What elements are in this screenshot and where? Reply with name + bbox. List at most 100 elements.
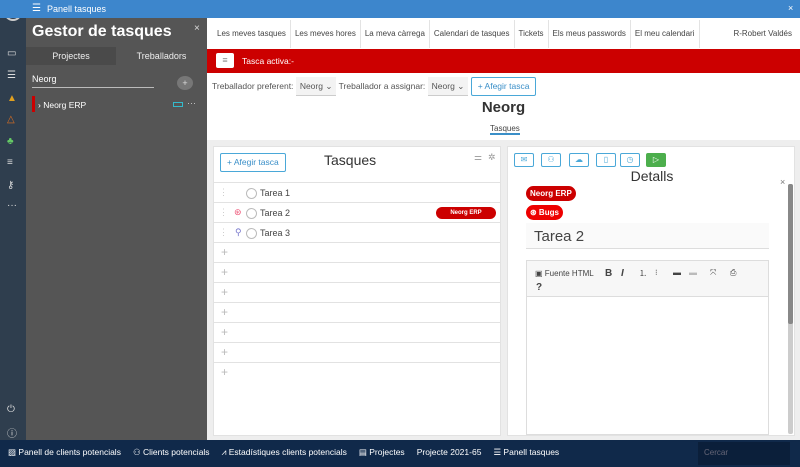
task-name-input[interactable]: Tarea 2 <box>526 223 769 249</box>
print-icon[interactable]: ⎙ <box>730 268 737 277</box>
folder-icon[interactable]: ▭ <box>7 48 17 59</box>
assign-worker-label: Treballador a assignar: <box>338 81 426 91</box>
taskbar-item-leads[interactable]: ⚇ Clients potencials <box>132 447 210 457</box>
task-checkbox[interactable] <box>246 188 257 199</box>
link-icon[interactable]: ▬ <box>673 268 681 277</box>
info-icon[interactable]: ⓘ <box>7 429 17 440</box>
fullscreen-icon[interactable]: ⤧ <box>710 268 717 277</box>
task-row[interactable]: ⋮ ⊛ Tarea 2 Neorg ERP <box>214 202 501 222</box>
tab-projectes[interactable]: Projectes <box>26 47 116 65</box>
add-row-icon[interactable]: + <box>221 305 229 319</box>
scrollbar-thumb[interactable] <box>788 184 793 324</box>
source-html-button[interactable]: ▣ Fuente HTML <box>535 269 594 278</box>
bold-button[interactable]: B <box>605 268 613 279</box>
more-icon[interactable]: ··· <box>7 200 17 211</box>
tasks-icon[interactable]: ☰ <box>7 70 16 81</box>
tab-treballadors[interactable]: Treballadors <box>136 51 187 61</box>
taskbar-label: Panell de clients potencials <box>18 447 121 457</box>
add-task-button-panel[interactable]: + Afegir tasca <box>220 153 286 172</box>
main: Les meves tasques Les meves hores La meva … <box>207 18 800 440</box>
empty-task-row[interactable]: + <box>214 302 501 322</box>
empty-task-row[interactable]: + <box>214 282 501 302</box>
list-icon[interactable]: ≡ <box>7 157 13 168</box>
tab-la-meva-carrega[interactable]: La meva càrrega <box>361 20 430 48</box>
empty-task-row[interactable]: + <box>214 362 501 382</box>
taskbar-item-tasks-panel[interactable]: ☰ Panell tasques <box>493 447 560 457</box>
warning-icon[interactable]: △ <box>7 114 15 125</box>
bugs-tag[interactable]: ⊛ Bugs <box>526 205 563 220</box>
preferred-worker-select[interactable]: Neorg ⌄ <box>295 77 337 96</box>
task-row[interactable]: ⋮ Tarea 1 <box>214 182 501 202</box>
tab-les-meves-tasques[interactable]: Les meves tasques <box>213 20 291 48</box>
taskbar-label: Projecte 2021-65 <box>416 447 482 457</box>
italic-button[interactable]: I <box>621 268 624 279</box>
tab-els-meus-passwords[interactable]: Els meus passwords <box>549 20 631 48</box>
add-row-icon[interactable]: + <box>221 325 229 339</box>
details-title: Detalls <box>630 168 674 184</box>
filter-icon[interactable]: ⚌ <box>474 152 483 162</box>
project-menu-icon[interactable]: ··· <box>187 98 196 108</box>
taskbar-item-leads-panel[interactable]: ▨ Panell de clients potencials <box>8 447 121 457</box>
empty-task-row[interactable]: + <box>214 322 501 342</box>
html-editor[interactable]: ▣ Fuente HTML B I ⒈ ⁝ ▬ ▬ ⤧ ⎙ ? <box>526 260 769 435</box>
project-tag[interactable]: Neorg ERP <box>526 186 576 201</box>
close-window-icon[interactable]: × <box>788 3 794 13</box>
power-icon[interactable]: ⏻ <box>7 404 15 415</box>
empty-task-row[interactable]: + <box>214 342 501 362</box>
empty-task-row[interactable]: + <box>214 262 501 282</box>
project-item[interactable]: › Neorg ERP <box>38 100 87 110</box>
clipboard-icon[interactable]: ▯ <box>596 153 616 167</box>
tab-tickets[interactable]: Tickets <box>515 20 549 48</box>
assign-worker-select[interactable]: Neorg ⌄ <box>427 77 469 96</box>
project-badge[interactable] <box>173 102 183 107</box>
menu-icon[interactable]: ≡ <box>216 53 234 68</box>
close-sidebar-icon[interactable]: × <box>194 23 200 34</box>
users-icon[interactable]: ♣ <box>7 136 14 147</box>
key-icon[interactable]: ⚷ <box>7 180 15 191</box>
unlink-icon[interactable]: ▬ <box>689 268 697 277</box>
play-icon[interactable]: ▷ <box>646 153 666 167</box>
project-title: Neorg <box>481 99 526 116</box>
assign-user-icon[interactable]: ⚇ <box>541 153 561 167</box>
tab-tasques[interactable]: Tasques <box>490 124 520 135</box>
bullet-list-icon[interactable]: ⁝ <box>655 268 658 277</box>
cloud-upload-icon[interactable]: ☁ <box>569 153 589 167</box>
close-details-icon[interactable]: × <box>780 177 786 187</box>
task-checkbox[interactable] <box>246 208 257 219</box>
help-button[interactable]: ? <box>536 282 543 293</box>
search-input[interactable]: Cercar <box>698 442 790 465</box>
drag-handle-icon[interactable]: ⋮ <box>219 227 228 237</box>
add-row-icon[interactable]: + <box>221 285 229 299</box>
user-name[interactable]: R-Robert Valdés <box>733 29 792 38</box>
scrollbar[interactable] <box>788 184 793 434</box>
add-row-icon[interactable]: + <box>221 345 229 359</box>
nav-tabs: Les meves tasques Les meves hores La meva … <box>213 20 700 48</box>
add-row-icon[interactable]: + <box>221 265 229 279</box>
taskbar-item-projects[interactable]: ▤ Projectes <box>358 447 405 457</box>
empty-task-row[interactable]: + <box>214 242 501 262</box>
add-row-icon[interactable]: + <box>221 245 229 259</box>
task-row[interactable]: ⋮ ⚲ Tarea 3 <box>214 222 501 242</box>
email-icon[interactable]: ✉ <box>514 153 534 167</box>
tab-les-meves-hores[interactable]: Les meves hores <box>291 20 361 48</box>
project-color-marker <box>32 96 35 112</box>
tab-el-meu-calendari[interactable]: El meu calendari <box>631 20 700 48</box>
add-task-button[interactable]: + Afegir tasca <box>470 77 537 96</box>
task-project-tag[interactable]: Neorg ERP <box>436 207 496 219</box>
tab-calendari-tasques[interactable]: Calendari de tasques <box>430 20 515 48</box>
task-checkbox[interactable] <box>246 228 257 239</box>
org-chart-icon[interactable]: ▲ <box>7 93 17 104</box>
add-row-icon[interactable]: + <box>221 365 229 379</box>
window-title: Panell tasques <box>47 4 107 14</box>
taskbar-item-project-2021-65[interactable]: Projecte 2021-65 <box>417 447 482 458</box>
title-bar: ☰ Panell tasques × <box>0 0 800 18</box>
clock-icon[interactable]: ◷ <box>620 153 640 167</box>
drag-handle-icon[interactable]: ⋮ <box>219 207 228 217</box>
settings-icon[interactable]: ✲ <box>488 152 496 162</box>
add-project-button[interactable]: + <box>177 76 193 90</box>
assign-worker-value: Neorg <box>431 81 455 91</box>
project-search-input[interactable]: Neorg <box>32 72 154 88</box>
taskbar-item-lead-stats[interactable]: ⩘ Estadístiques clients potencials <box>221 447 347 457</box>
ordered-list-icon[interactable]: ⒈ <box>639 269 647 278</box>
drag-handle-icon[interactable]: ⋮ <box>219 187 228 197</box>
